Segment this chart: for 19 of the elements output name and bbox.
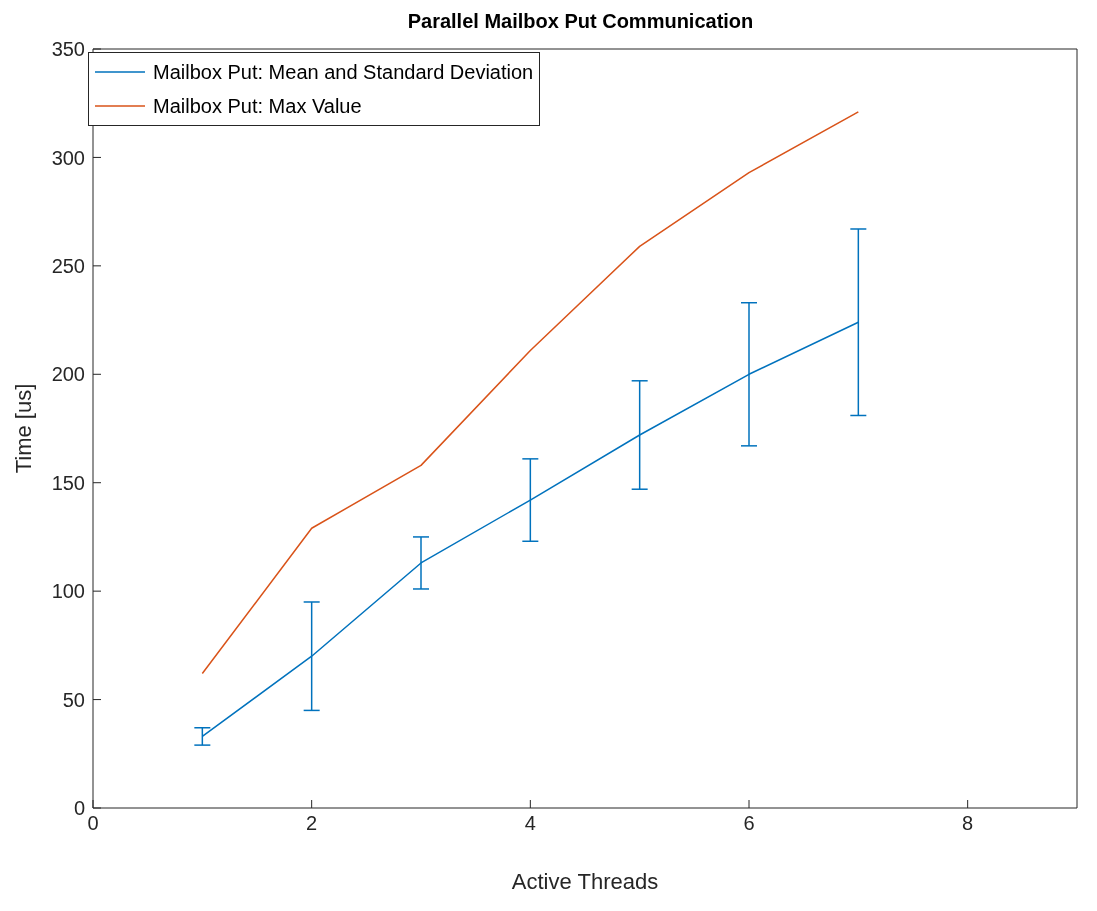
y-tick-label: 150: [51, 471, 85, 494]
y-tick-label: 0: [73, 797, 85, 820]
y-tick-label: 50: [62, 688, 85, 711]
x-tick-label: 0: [87, 812, 99, 835]
y-tick-label: 250: [51, 254, 85, 277]
legend-label: Mailbox Put: Mean and Standard Deviation: [153, 60, 534, 84]
x-tick-label: 8: [962, 812, 974, 835]
y-tick-label: 300: [51, 146, 85, 169]
y-tick-label: 200: [51, 363, 85, 386]
y-axis-title: Time [us]: [10, 383, 36, 474]
x-tick-label: 2: [306, 812, 318, 835]
y-tick-label: 350: [51, 38, 85, 61]
x-tick-label: 6: [743, 812, 755, 835]
chart-title: Parallel Mailbox Put Communication: [406, 10, 755, 33]
x-tick-label: 4: [524, 812, 536, 835]
line-series: [201, 111, 860, 675]
legend-label: Mailbox Put: Max Value: [153, 94, 362, 118]
x-axis-title: Active Threads: [511, 869, 659, 894]
y-tick-label: 100: [51, 580, 85, 603]
